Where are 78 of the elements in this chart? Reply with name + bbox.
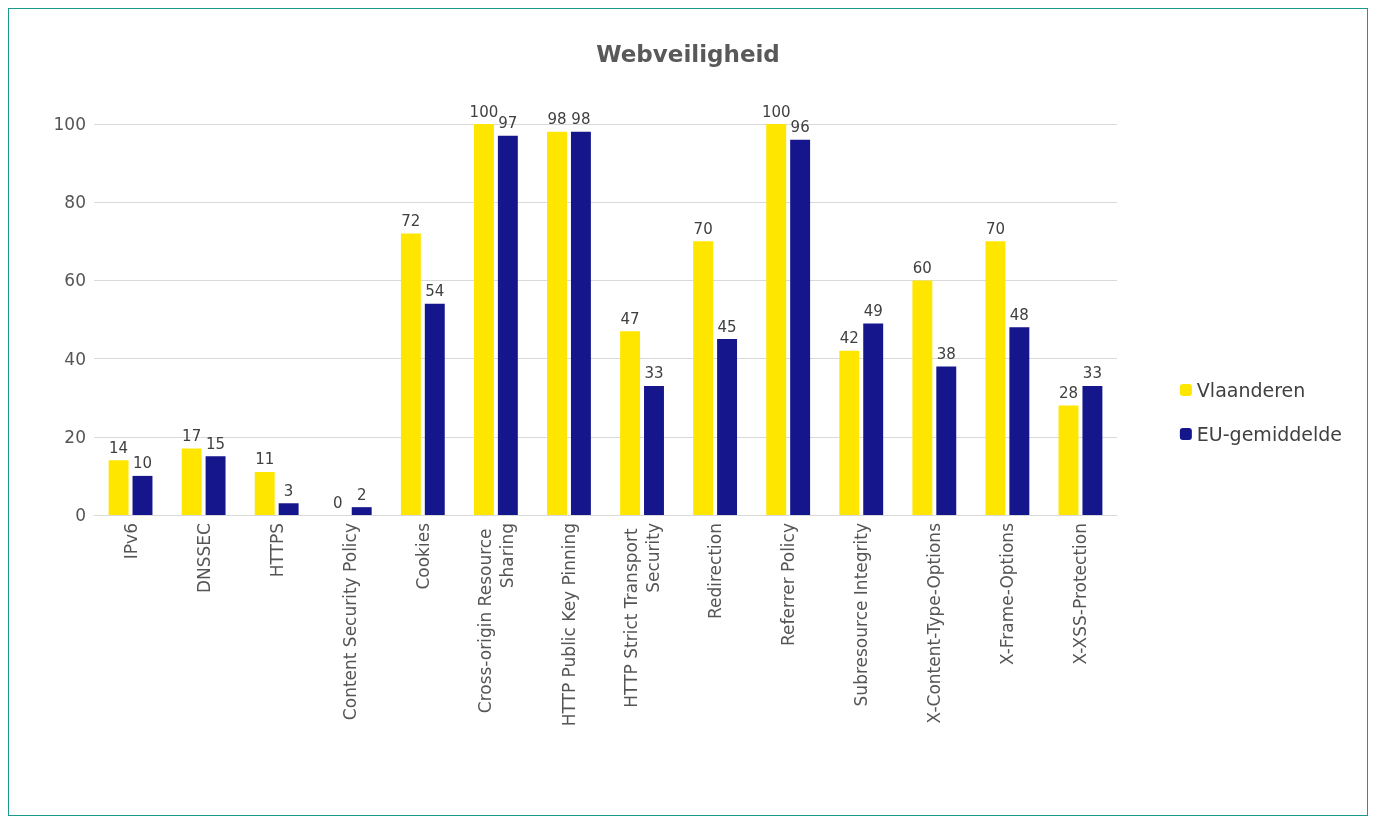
bar [1009, 327, 1030, 515]
y-tick-label: 80 [64, 192, 86, 213]
x-tick-label: Cross-origin Resource Sharing [474, 523, 517, 714]
data-label: 33 [644, 364, 664, 383]
chart-title: Webveiligheid [596, 40, 780, 67]
bar [570, 131, 591, 515]
data-label: 49 [863, 301, 883, 320]
x-tick-label: Referrer Policy [778, 523, 799, 647]
bar [1082, 385, 1103, 515]
bar [497, 135, 518, 515]
bar [693, 241, 714, 515]
bar [985, 241, 1006, 515]
bar [351, 507, 372, 515]
legend-label: EU-gemiddelde [1196, 423, 1343, 445]
x-tick-label: Subresource Integrity [851, 523, 872, 707]
data-label: 14 [109, 438, 129, 457]
data-label: 98 [571, 110, 591, 129]
bar [717, 339, 738, 515]
data-label: 98 [547, 110, 567, 129]
bar [254, 471, 275, 515]
y-tick-label: 100 [53, 114, 86, 134]
x-tick-label: X-XSS-Protection [1070, 523, 1091, 665]
bar [108, 460, 129, 515]
data-label: 97 [498, 114, 518, 133]
data-label: 60 [912, 258, 932, 277]
bar [790, 139, 811, 515]
x-tick-label: X-Frame-Options [997, 522, 1018, 666]
y-tick-label: 20 [64, 426, 86, 447]
data-label: 70 [693, 219, 713, 238]
data-label: 0 [333, 493, 343, 512]
x-tick-label: IPv6 [120, 523, 141, 560]
bar [473, 124, 494, 515]
data-label: 42 [839, 329, 859, 348]
x-tick-label: HTTPS [266, 523, 287, 578]
y-tick-label: 40 [64, 348, 86, 369]
data-label: 3 [283, 481, 294, 500]
data-label: 100 [469, 102, 499, 121]
data-label: 10 [132, 454, 153, 473]
bar [644, 385, 664, 515]
bar [400, 233, 421, 515]
bar [766, 124, 787, 515]
bar [620, 331, 641, 515]
y-tick-label: 60 [64, 270, 86, 291]
bar [912, 280, 933, 515]
data-label: 47 [620, 309, 640, 328]
legend-label: Vlaanderen [1196, 379, 1306, 401]
bar [132, 475, 153, 515]
bar [863, 323, 884, 515]
data-label: 17 [182, 427, 202, 446]
data-label: 100 [761, 102, 791, 121]
x-tick-label: Content Security Policy [339, 523, 360, 721]
y-tick-label: 0 [75, 505, 86, 525]
x-tick-label: DNSSEC [193, 523, 214, 594]
data-label: 48 [1009, 305, 1029, 324]
x-tick-label: HTTP Public Key Pinning [558, 523, 579, 727]
data-label: 45 [717, 317, 737, 336]
data-label: 33 [1082, 364, 1102, 383]
data-label: 11 [255, 450, 275, 469]
data-label: 70 [985, 219, 1005, 238]
data-label: 72 [401, 211, 421, 230]
data-label: 15 [206, 434, 226, 453]
bar [205, 456, 226, 515]
data-label: 96 [790, 118, 810, 137]
data-label: 2 [356, 485, 367, 504]
data-label: 28 [1058, 384, 1079, 403]
bar [424, 303, 445, 515]
bar [936, 366, 957, 515]
x-tick-label: X-Content-Type-Options [924, 522, 945, 724]
bar [1058, 405, 1079, 515]
data-label: 38 [936, 344, 956, 363]
x-tick-label: Cookies [412, 522, 433, 590]
x-tick-label: HTTP Strict Transport Security [621, 523, 664, 708]
data-label: 54 [425, 282, 445, 301]
x-tick-label: Redirection [705, 523, 726, 620]
bar [839, 350, 860, 515]
bar [547, 131, 567, 515]
bar [278, 503, 299, 515]
bar [181, 448, 202, 515]
